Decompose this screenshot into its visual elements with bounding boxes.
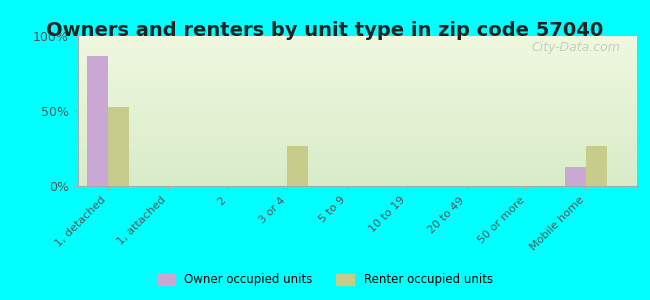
Text: City-Data.com: City-Data.com bbox=[531, 40, 620, 53]
Bar bbox=[108, 106, 129, 186]
Text: Owners and renters by unit type in zip code 57040: Owners and renters by unit type in zip c… bbox=[46, 21, 604, 40]
Legend: Owner occupied units, Renter occupied units: Owner occupied units, Renter occupied un… bbox=[153, 269, 497, 291]
Bar bbox=[586, 146, 607, 186]
Bar bbox=[87, 56, 108, 186]
Bar bbox=[566, 167, 586, 186]
Bar bbox=[287, 146, 308, 186]
